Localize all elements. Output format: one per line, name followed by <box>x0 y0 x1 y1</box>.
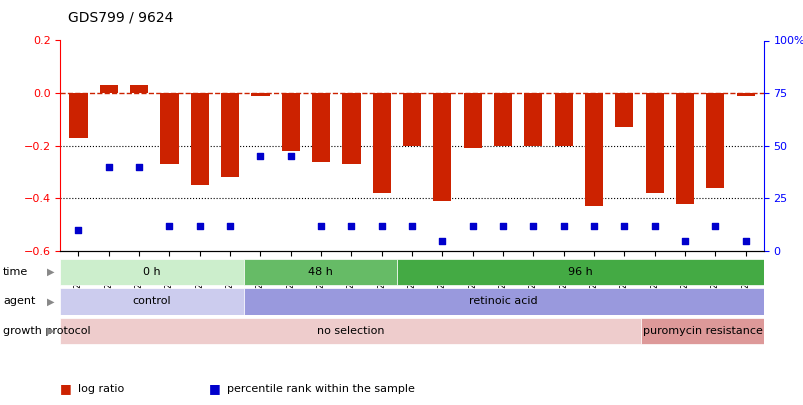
Bar <box>69 93 88 138</box>
Bar <box>675 93 693 204</box>
Text: GDS799 / 9624: GDS799 / 9624 <box>68 10 173 24</box>
Bar <box>312 93 330 162</box>
Bar <box>372 93 390 193</box>
Bar <box>251 93 269 96</box>
Point <box>587 223 600 229</box>
Text: log ratio: log ratio <box>78 384 124 394</box>
Point <box>102 164 115 170</box>
Point <box>223 223 236 229</box>
Bar <box>60 288 243 315</box>
Bar <box>463 93 481 149</box>
Bar <box>100 85 118 93</box>
Text: control: control <box>132 296 171 306</box>
Bar <box>493 93 512 146</box>
Point <box>375 223 388 229</box>
Text: ▶: ▶ <box>47 267 55 277</box>
Point <box>163 223 176 229</box>
Point <box>314 223 327 229</box>
Text: growth protocol: growth protocol <box>3 326 91 336</box>
Bar <box>243 288 763 315</box>
Point <box>526 223 539 229</box>
Point <box>678 237 691 244</box>
Text: no selection: no selection <box>316 326 384 336</box>
Point <box>435 237 448 244</box>
Point <box>647 223 660 229</box>
Text: 0 h: 0 h <box>143 267 161 277</box>
Point <box>132 164 145 170</box>
Bar <box>190 93 209 185</box>
Point <box>496 223 509 229</box>
Point <box>284 153 297 160</box>
Bar <box>396 258 763 285</box>
Bar <box>402 93 421 146</box>
Bar <box>243 258 396 285</box>
Bar <box>736 93 754 96</box>
Text: ■: ■ <box>60 382 72 395</box>
Bar <box>705 93 724 188</box>
Bar <box>281 93 300 151</box>
Point <box>466 223 479 229</box>
Point <box>708 223 721 229</box>
Bar <box>221 93 239 177</box>
Text: ■: ■ <box>209 382 221 395</box>
Bar <box>433 93 451 201</box>
Bar <box>524 93 542 146</box>
Bar <box>60 318 641 344</box>
Point <box>556 223 569 229</box>
Text: ▶: ▶ <box>47 326 55 336</box>
Bar <box>130 85 148 93</box>
Bar <box>554 93 572 146</box>
Bar <box>342 93 360 164</box>
Text: time: time <box>3 267 28 277</box>
Point <box>738 237 751 244</box>
Bar <box>645 93 663 193</box>
Text: agent: agent <box>3 296 35 306</box>
Text: 96 h: 96 h <box>567 267 592 277</box>
Bar <box>614 93 633 127</box>
Bar <box>584 93 602 206</box>
Text: ▶: ▶ <box>47 296 55 306</box>
Bar <box>641 318 763 344</box>
Point <box>405 223 418 229</box>
Text: puromycin resistance: puromycin resistance <box>642 326 761 336</box>
Point <box>72 227 85 233</box>
Text: retinoic acid: retinoic acid <box>469 296 537 306</box>
Text: 48 h: 48 h <box>308 267 332 277</box>
Point <box>254 153 267 160</box>
Point <box>344 223 357 229</box>
Point <box>193 223 206 229</box>
Bar <box>60 258 243 285</box>
Point <box>618 223 630 229</box>
Text: percentile rank within the sample: percentile rank within the sample <box>226 384 414 394</box>
Bar <box>160 93 178 164</box>
